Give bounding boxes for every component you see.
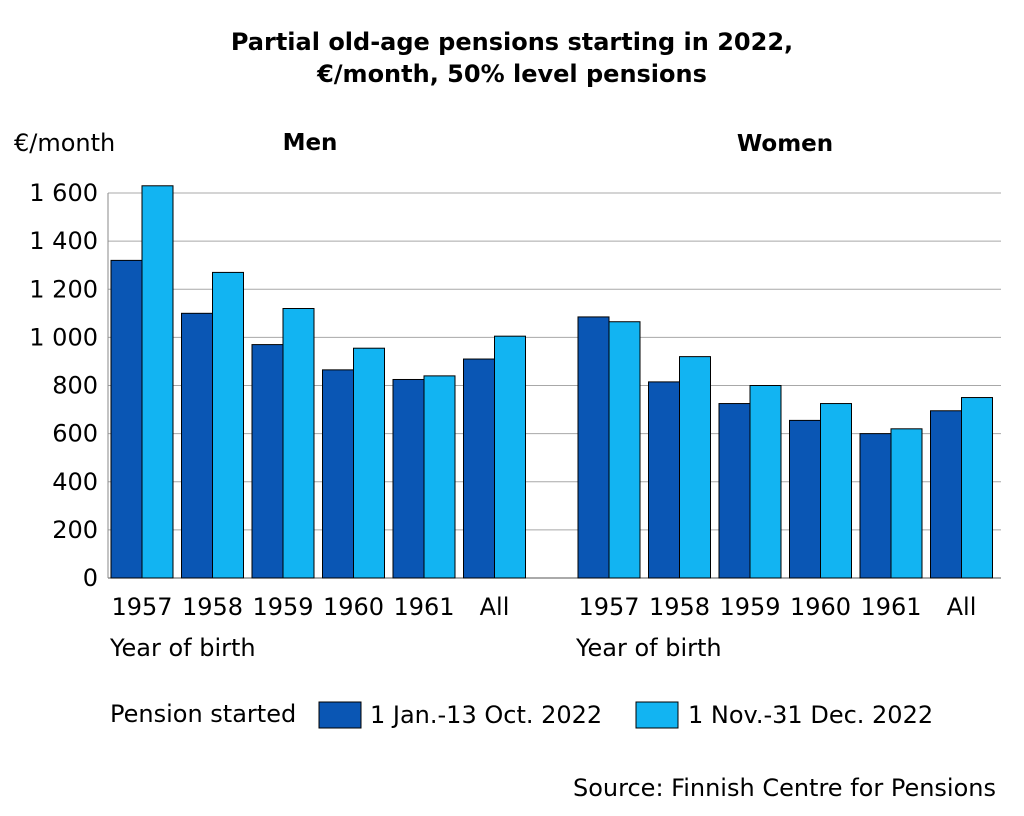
bars — [110, 185, 993, 579]
source-note: Source: Finnish Centre for Pensions — [573, 774, 996, 802]
bar-women-1959-series-1 — [718, 403, 751, 579]
bar-women-1957-series-1 — [577, 316, 610, 579]
x-tick-label: 1961 — [393, 593, 454, 621]
bar-men-1961-series-1 — [392, 378, 425, 579]
x-tick-label: 1959 — [719, 593, 780, 621]
bar-men-1959-series-1 — [251, 344, 284, 579]
bar-men-all-series-1 — [463, 358, 495, 579]
bar-men-1961-series-2 — [423, 375, 456, 579]
bar-men-1957-series-1 — [110, 259, 143, 579]
chart-title: Partial old-age pensions starting in 202… — [231, 28, 793, 56]
legend-swatch-series-2 — [635, 701, 679, 729]
y-tick-label: 1 200 — [29, 275, 98, 303]
bar-men-all-series-2 — [494, 335, 526, 579]
x-tick-label: All — [947, 593, 977, 621]
bar-men-1960-series-2 — [353, 347, 385, 579]
panel-title-men: Men — [283, 130, 338, 156]
y-tick-label: 1 400 — [29, 227, 98, 255]
x-axis-label-women: Year of birth — [575, 634, 722, 662]
legend-label-series-2: 1 Nov.-31 Dec. 2022 — [688, 701, 933, 729]
x-tick-label: 1958 — [649, 593, 710, 621]
x-tick-label: 1957 — [111, 593, 172, 621]
bar-men-1960-series-1 — [322, 369, 354, 579]
bar-women-1958-series-2 — [679, 356, 711, 579]
x-tick-label: 1958 — [182, 593, 243, 621]
bar-men-1958-series-1 — [181, 312, 213, 579]
x-tick-label: 1960 — [790, 593, 851, 621]
legend-label-series-1: 1 Jan.-13 Oct. 2022 — [370, 701, 602, 729]
y-tick-label: 0 — [83, 564, 98, 592]
bar-men-1957-series-2 — [141, 185, 174, 579]
bar-women-1959-series-2 — [749, 385, 782, 579]
y-axis-label: €/month — [14, 129, 115, 157]
legend-title: Pension started — [110, 700, 296, 728]
y-tick-label: 800 — [52, 372, 98, 400]
legend: Pension started 1 Jan.-13 Oct. 2022 1 No… — [110, 700, 933, 729]
bar-women-all-series-1 — [930, 410, 962, 579]
bar-women-1961-series-2 — [890, 428, 923, 579]
bar-men-1958-series-2 — [212, 271, 244, 579]
bar-women-1960-series-2 — [820, 403, 852, 579]
x-axis-label-men: Year of birth — [109, 634, 256, 662]
chart-subtitle: €/month, 50% level pensions — [316, 60, 707, 88]
bar-women-all-series-2 — [961, 397, 993, 579]
x-tick-label: 1961 — [860, 593, 921, 621]
y-tick-label: 200 — [52, 516, 98, 544]
bar-women-1960-series-1 — [789, 419, 821, 579]
x-tick-label: All — [480, 593, 510, 621]
x-tick-label: 1957 — [578, 593, 639, 621]
bar-men-1959-series-2 — [282, 308, 315, 579]
bar-women-1961-series-1 — [859, 433, 892, 579]
y-tick-label: 400 — [52, 468, 98, 496]
x-tick-label: 1959 — [252, 593, 313, 621]
panel-title-women: Women — [737, 131, 833, 157]
y-tick-label: 600 — [52, 420, 98, 448]
y-tick-labels: 0 200 400 600 800 1 000 1 200 1 400 1 600 — [29, 179, 98, 592]
y-tick-label: 1 600 — [29, 179, 98, 207]
bar-women-1957-series-2 — [608, 321, 641, 579]
y-tick-label: 1 000 — [29, 323, 98, 351]
x-tick-label: 1960 — [323, 593, 384, 621]
x-tick-labels: 1957 1958 1959 1960 1961 All 1957 1958 1959 1960 1… — [111, 593, 976, 621]
legend-swatch-series-1 — [318, 701, 362, 729]
bar-women-1958-series-1 — [648, 381, 680, 579]
